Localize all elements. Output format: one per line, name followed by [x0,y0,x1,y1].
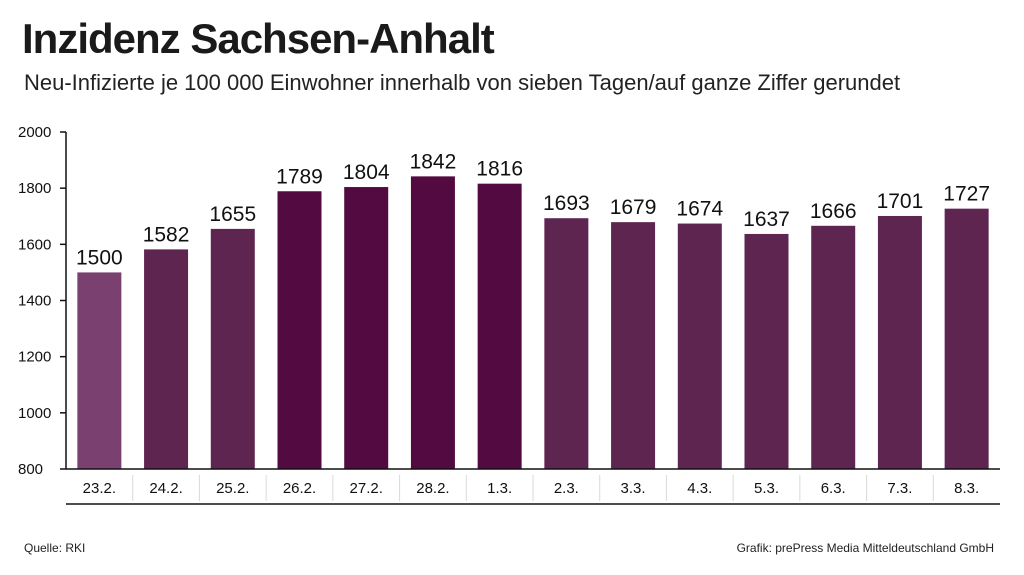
bar [677,223,722,469]
bar-value-label: 1500 [76,246,123,269]
bar-value-label: 1842 [410,150,457,173]
y-tick-label: 1800 [18,180,51,197]
y-tick-label: 800 [18,461,43,478]
bar [877,215,922,469]
bar-value-label: 1679 [610,196,657,219]
x-tick-label: 26.2. [283,480,316,497]
y-tick-label: 2000 [18,124,51,141]
bar-value-label: 1816 [476,158,523,181]
bar-value-label: 1637 [743,208,790,231]
bar-value-label: 1693 [543,192,590,215]
bar [344,187,389,469]
x-tick-label: 6.3. [821,480,846,497]
x-tick-label: 1.3. [487,480,512,497]
source-note: Quelle: RKI [24,541,86,555]
bar [744,233,789,469]
y-tick-label: 1600 [18,236,51,253]
bar [210,228,255,469]
graphic-credit: Grafik: prePress Media Mitteldeutschland… [736,541,994,555]
x-tick-label: 23.2. [83,480,116,497]
y-tick-label: 1000 [18,405,51,422]
x-tick-label: 3.3. [621,480,646,497]
x-tick-label: 7.3. [887,480,912,497]
x-tick-label: 25.2. [216,480,249,497]
bar [410,176,455,469]
y-tick-label: 1400 [18,293,51,310]
bar [277,191,322,469]
bar [144,249,189,469]
x-tick-label: 28.2. [416,480,449,497]
bar [77,272,122,469]
bar-value-label: 1655 [209,203,256,226]
bar [611,222,656,469]
x-tick-label: 24.2. [149,480,182,497]
bar [944,208,989,470]
bar-value-label: 1804 [343,161,390,184]
bar-value-label: 1674 [676,198,723,221]
bar-value-label: 1727 [943,183,990,206]
bar-value-label: 1701 [877,190,924,213]
chart-title: Inzidenz Sachsen-Anhalt [22,15,495,62]
chart-subtitle: Neu-Infizierte je 100 000 Einwohner inne… [24,70,901,95]
x-tick-label: 5.3. [754,480,779,497]
x-tick-label: 8.3. [954,480,979,497]
bar-value-label: 1789 [276,165,323,188]
x-tick-label: 27.2. [350,480,383,497]
bar-value-label: 1666 [810,200,857,223]
x-tick-label: 4.3. [687,480,712,497]
bar [544,218,589,469]
x-tick-label: 2.3. [554,480,579,497]
y-tick-label: 1200 [18,349,51,366]
bar [811,225,856,469]
bar-value-label: 1582 [143,223,190,246]
bar [477,183,522,469]
